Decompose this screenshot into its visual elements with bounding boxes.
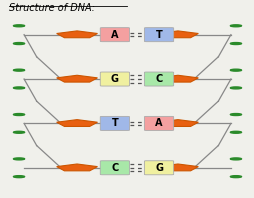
Text: C: C xyxy=(111,163,118,173)
Circle shape xyxy=(13,113,24,115)
Text: T: T xyxy=(155,30,162,40)
Circle shape xyxy=(230,43,241,45)
Text: G: G xyxy=(154,163,162,173)
Circle shape xyxy=(230,176,241,178)
Circle shape xyxy=(230,158,241,160)
FancyBboxPatch shape xyxy=(144,116,173,130)
Polygon shape xyxy=(157,75,198,82)
Circle shape xyxy=(13,131,24,133)
Circle shape xyxy=(230,69,241,71)
Circle shape xyxy=(13,158,24,160)
FancyBboxPatch shape xyxy=(100,72,129,86)
FancyBboxPatch shape xyxy=(144,28,173,42)
Polygon shape xyxy=(56,164,97,171)
Text: C: C xyxy=(155,74,162,84)
Circle shape xyxy=(13,87,24,89)
Circle shape xyxy=(230,87,241,89)
Circle shape xyxy=(13,69,24,71)
Circle shape xyxy=(230,113,241,115)
FancyBboxPatch shape xyxy=(144,161,173,175)
Circle shape xyxy=(13,43,24,45)
Text: A: A xyxy=(155,118,162,128)
FancyBboxPatch shape xyxy=(144,72,173,86)
FancyBboxPatch shape xyxy=(100,116,129,130)
Text: A: A xyxy=(111,30,118,40)
Polygon shape xyxy=(56,31,97,38)
Text: T: T xyxy=(111,118,118,128)
Circle shape xyxy=(230,131,241,133)
Polygon shape xyxy=(157,120,198,127)
Circle shape xyxy=(13,176,24,178)
Polygon shape xyxy=(56,120,97,127)
Polygon shape xyxy=(56,75,97,82)
FancyBboxPatch shape xyxy=(100,161,129,175)
Text: Structure of DNA:: Structure of DNA: xyxy=(9,3,94,13)
FancyBboxPatch shape xyxy=(100,28,129,42)
Text: G: G xyxy=(110,74,118,84)
Polygon shape xyxy=(157,31,198,38)
Circle shape xyxy=(230,25,241,27)
Circle shape xyxy=(13,25,24,27)
Polygon shape xyxy=(157,164,198,171)
